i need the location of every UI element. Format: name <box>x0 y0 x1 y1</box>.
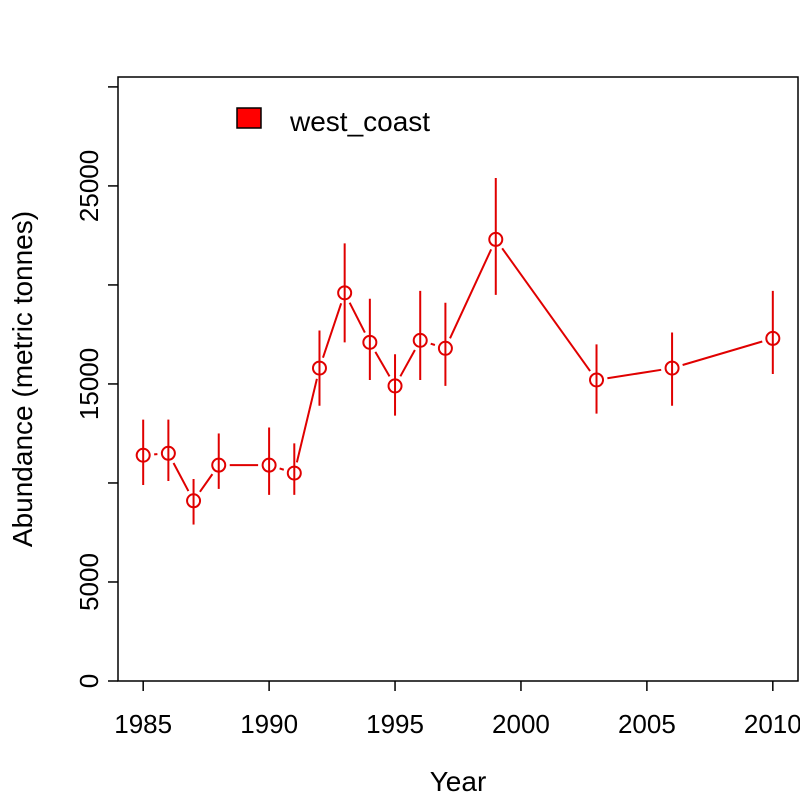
data-point <box>488 231 504 247</box>
x-axis-title: Year <box>430 766 487 797</box>
series-line-segment <box>430 342 436 346</box>
data-point <box>311 360 327 376</box>
x-tick-label: 2005 <box>618 709 676 739</box>
y-tick-label: 0 <box>74 674 104 688</box>
data-point <box>664 360 680 376</box>
y-axis-title: Abundance (metric tonnes) <box>7 211 38 547</box>
series-line-segment <box>449 248 493 339</box>
data-point <box>362 334 378 350</box>
data-point <box>286 465 302 481</box>
data-point <box>765 330 781 346</box>
x-axis: 1985 1990 1995 2000 2005 2010 <box>114 681 800 739</box>
data-point <box>437 340 453 356</box>
x-tick-label: 2010 <box>744 709 800 739</box>
y-tick-label: 15000 <box>74 348 104 420</box>
x-tick-label: 1985 <box>114 709 172 739</box>
series-line-segment <box>374 351 391 377</box>
data-point <box>261 457 277 473</box>
data-point <box>211 457 227 473</box>
series-line-segment <box>199 473 214 493</box>
series-line-segment <box>348 302 366 334</box>
x-tick-label: 1995 <box>366 709 424 739</box>
data-point <box>387 378 403 394</box>
data-point <box>135 447 151 463</box>
data-point <box>337 285 353 301</box>
y-tick-label: 5000 <box>74 553 104 611</box>
series-line-segment <box>501 247 591 372</box>
x-tick-label: 2000 <box>492 709 550 739</box>
data-point <box>412 332 428 348</box>
series-line-segment <box>322 302 343 358</box>
plot-frame <box>117 76 799 682</box>
series-line-segment <box>607 368 662 380</box>
legend: west_coast <box>236 106 430 137</box>
data-point <box>589 372 605 388</box>
series-line-segment <box>295 378 318 463</box>
series-line-segment <box>279 467 285 471</box>
series-line-segment <box>172 462 190 492</box>
series-line-segment <box>682 340 763 366</box>
x-tick-label: 1990 <box>240 709 298 739</box>
series-line-segment <box>399 349 416 377</box>
legend-swatch <box>236 107 262 129</box>
legend-label: west_coast <box>289 106 430 137</box>
series-layer <box>135 177 781 525</box>
data-point <box>186 493 202 509</box>
y-tick-label: 25000 <box>74 150 104 222</box>
data-point <box>160 445 176 461</box>
y-axis: 0 5000 15000 25000 <box>74 86 118 688</box>
